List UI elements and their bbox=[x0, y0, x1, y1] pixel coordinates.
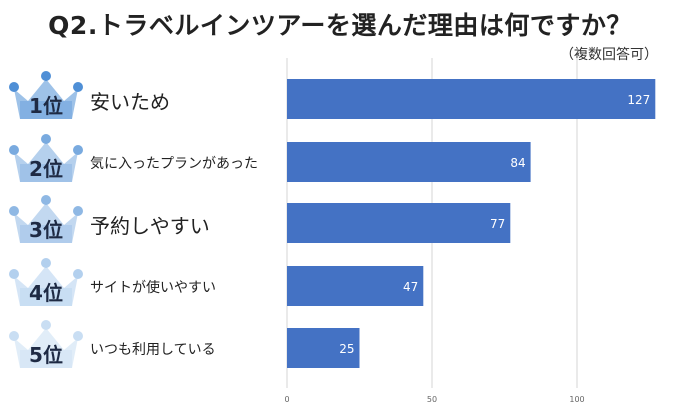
crown-icon bbox=[9, 134, 83, 182]
crown-icon bbox=[9, 320, 83, 368]
x-tick-label: 50 bbox=[427, 395, 437, 404]
value-label: 47 bbox=[403, 280, 418, 294]
chart-title: Q2.トラベルインツアーを選んだ理由は何ですか？ bbox=[48, 11, 632, 40]
value-label: 127 bbox=[627, 93, 650, 107]
chart-subtitle: （複数回答可） bbox=[560, 47, 658, 63]
rank-label: 4位 bbox=[29, 281, 63, 305]
category-label: 安いため bbox=[90, 90, 170, 114]
category-label: 予約しやすい bbox=[90, 214, 210, 238]
bar bbox=[287, 203, 511, 243]
x-tick-label: 0 bbox=[284, 395, 289, 404]
value-label: 25 bbox=[339, 342, 354, 356]
rank-label: 5位 bbox=[29, 343, 63, 367]
rank-badge: 5位 bbox=[8, 316, 84, 372]
rank-badge: 4位 bbox=[8, 254, 84, 310]
bar bbox=[287, 142, 531, 182]
crown-icon bbox=[9, 71, 83, 119]
rank-label: 3位 bbox=[29, 218, 63, 242]
value-label: 84 bbox=[510, 156, 525, 170]
category-label: 気に入ったプランがあった bbox=[90, 156, 258, 172]
rank-badge: 1位 bbox=[8, 67, 84, 123]
bar bbox=[287, 266, 424, 306]
bar bbox=[287, 328, 360, 368]
x-tick-label: 100 bbox=[569, 395, 584, 404]
category-label: いつも利用している bbox=[90, 342, 216, 358]
crown-icon bbox=[9, 258, 83, 306]
rank-label: 1位 bbox=[29, 94, 63, 118]
rank-label: 2位 bbox=[29, 157, 63, 181]
value-label: 77 bbox=[490, 217, 505, 231]
rank-badge: 3位 bbox=[8, 191, 84, 247]
bar bbox=[287, 79, 656, 119]
crown-icon bbox=[9, 195, 83, 243]
rank-badge: 2位 bbox=[8, 130, 84, 186]
category-label: サイトが使いやすい bbox=[90, 280, 216, 296]
